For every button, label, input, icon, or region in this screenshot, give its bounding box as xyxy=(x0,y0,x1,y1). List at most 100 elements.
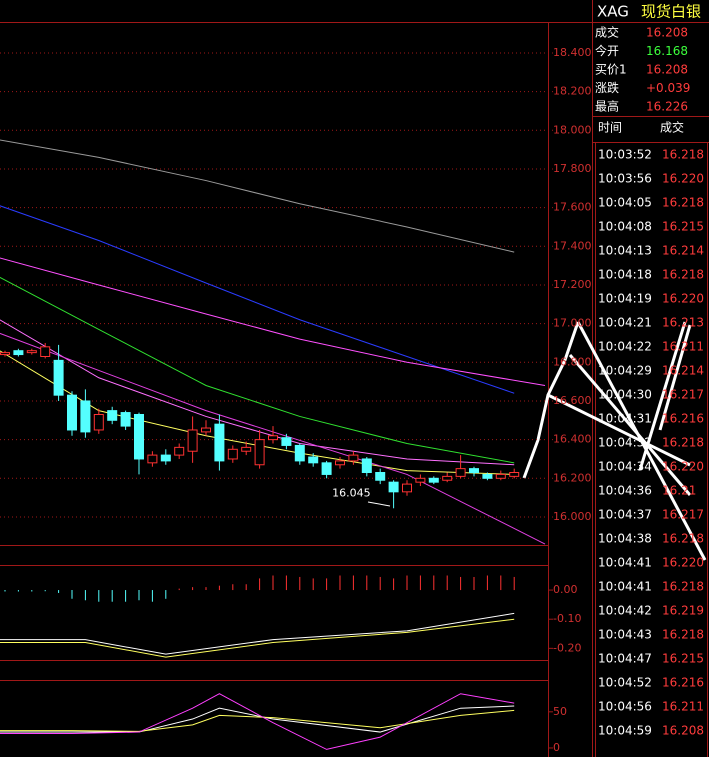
indicator-line xyxy=(0,332,546,545)
candle-body xyxy=(402,483,412,493)
candle-body xyxy=(335,460,345,466)
indicator-line xyxy=(0,618,515,658)
candle-body xyxy=(241,446,252,452)
candle-body xyxy=(0,352,10,356)
candle-body xyxy=(268,435,278,441)
candle-body xyxy=(348,454,359,462)
y-tick-label: 16.800 xyxy=(553,355,592,368)
quote-value: 16.226 xyxy=(646,100,688,114)
trade-time: 10:04:42 xyxy=(598,604,652,618)
candle-body xyxy=(415,477,426,483)
trade-time: 10:04:21 xyxy=(598,316,652,330)
candle-body xyxy=(455,468,466,477)
quote-label: 今开 xyxy=(595,43,619,58)
y-tick-label: 17.400 xyxy=(553,239,592,252)
y-tick-label: -0.10 xyxy=(553,612,581,625)
trade-price: 16.220 xyxy=(662,172,704,186)
quote-label: 成交 xyxy=(595,25,619,40)
trade-price: 16.217 xyxy=(662,388,704,402)
quote-label: 买价1 xyxy=(595,63,627,77)
quote-value: +0.039 xyxy=(646,81,690,95)
candle-body xyxy=(201,427,211,433)
indicator-line xyxy=(0,705,515,733)
low-annotation: 16.045 xyxy=(332,486,371,499)
trade-price: 16.213 xyxy=(662,316,704,330)
y-tick-label: 18.200 xyxy=(553,85,592,98)
candle-body xyxy=(187,429,198,452)
trade-time: 10:04:36 xyxy=(598,484,652,498)
candle-body xyxy=(160,454,171,462)
trade-time: 10:03:56 xyxy=(598,172,652,186)
candle-body xyxy=(13,350,24,356)
trade-price: 16.211 xyxy=(662,700,704,714)
candle-body xyxy=(442,475,453,481)
candle-body xyxy=(227,448,238,460)
y-tick-label: 16.400 xyxy=(553,433,592,446)
trade-price: 16.218 xyxy=(662,628,704,642)
candle-body xyxy=(107,410,118,421)
candle-body xyxy=(294,444,305,462)
candle-body xyxy=(361,458,372,473)
y-tick-label: -0.20 xyxy=(553,641,581,654)
quote-value: 16.168 xyxy=(646,44,688,58)
candle-body xyxy=(134,413,144,460)
candle-body xyxy=(67,394,77,431)
trade-price: 16.208 xyxy=(662,724,704,738)
trade-time: 10:04:32 xyxy=(598,436,652,450)
indicator-line xyxy=(0,276,515,464)
trade-time: 10:04:08 xyxy=(598,220,652,234)
trade-price: 16.218 xyxy=(662,436,704,450)
candle-body xyxy=(428,477,439,483)
trade-price: 16.216 xyxy=(662,676,704,690)
trade-time: 10:04:37 xyxy=(598,508,652,522)
trade-price: 16.214 xyxy=(662,364,704,378)
trade-time: 10:04:47 xyxy=(598,652,652,666)
indicator-line xyxy=(0,139,515,253)
candle-body xyxy=(495,473,506,479)
candle-body xyxy=(26,350,37,354)
candle-body xyxy=(80,400,91,433)
trade-time: 10:04:19 xyxy=(598,292,652,306)
trade-price: 16.211 xyxy=(662,340,704,354)
symbol: XAG xyxy=(597,3,629,21)
candle-body xyxy=(254,439,265,466)
trade-price: 16.215 xyxy=(662,652,704,666)
trade-time: 10:04:41 xyxy=(598,580,652,594)
trade-time: 10:04:29 xyxy=(598,364,652,378)
trade-time: 10:04:30 xyxy=(598,388,652,402)
indicator-line xyxy=(0,257,546,386)
trade-price: 16.215 xyxy=(662,220,704,234)
trade-price: 16.214 xyxy=(662,244,704,258)
trade-price: 16.218 xyxy=(662,196,704,210)
trade-time: 10:04:38 xyxy=(598,532,652,546)
trade-time: 10:04:41 xyxy=(598,556,652,570)
y-tick-label: 17.800 xyxy=(553,162,592,175)
trade-time: 10:04:31 xyxy=(598,412,652,426)
trade-time: 10:04:05 xyxy=(598,196,652,210)
indicator-line xyxy=(0,205,515,394)
y-tick-label: 17.600 xyxy=(553,201,592,214)
trade-price: 16.219 xyxy=(662,604,704,618)
trade-price: 16.220 xyxy=(662,556,704,570)
trade-time: 10:04:56 xyxy=(598,700,652,714)
quote-label: 涨跌 xyxy=(595,80,619,95)
candle-body xyxy=(281,437,292,446)
candle-body xyxy=(482,473,493,479)
candle-body xyxy=(93,413,104,431)
trade-time: 10:04:18 xyxy=(598,268,652,282)
trade-time: 10:04:43 xyxy=(598,628,652,642)
y-tick-label: 17.200 xyxy=(553,278,592,291)
trade-time: 10:04:52 xyxy=(598,676,652,690)
col-header: 时间 xyxy=(598,121,622,135)
y-tick-label: 0 xyxy=(553,741,560,754)
trade-price: 16.220 xyxy=(662,292,704,306)
candle-body xyxy=(53,359,64,396)
candle-body xyxy=(214,423,225,462)
indicator-line xyxy=(0,693,515,750)
col-header: 成交 xyxy=(660,120,684,135)
trade-price: 16.216 xyxy=(662,412,704,426)
y-tick-label: 18.000 xyxy=(553,123,592,136)
trade-time: 10:03:52 xyxy=(598,148,652,162)
y-tick-label: 16.200 xyxy=(553,471,592,484)
indicator-line xyxy=(0,612,515,655)
